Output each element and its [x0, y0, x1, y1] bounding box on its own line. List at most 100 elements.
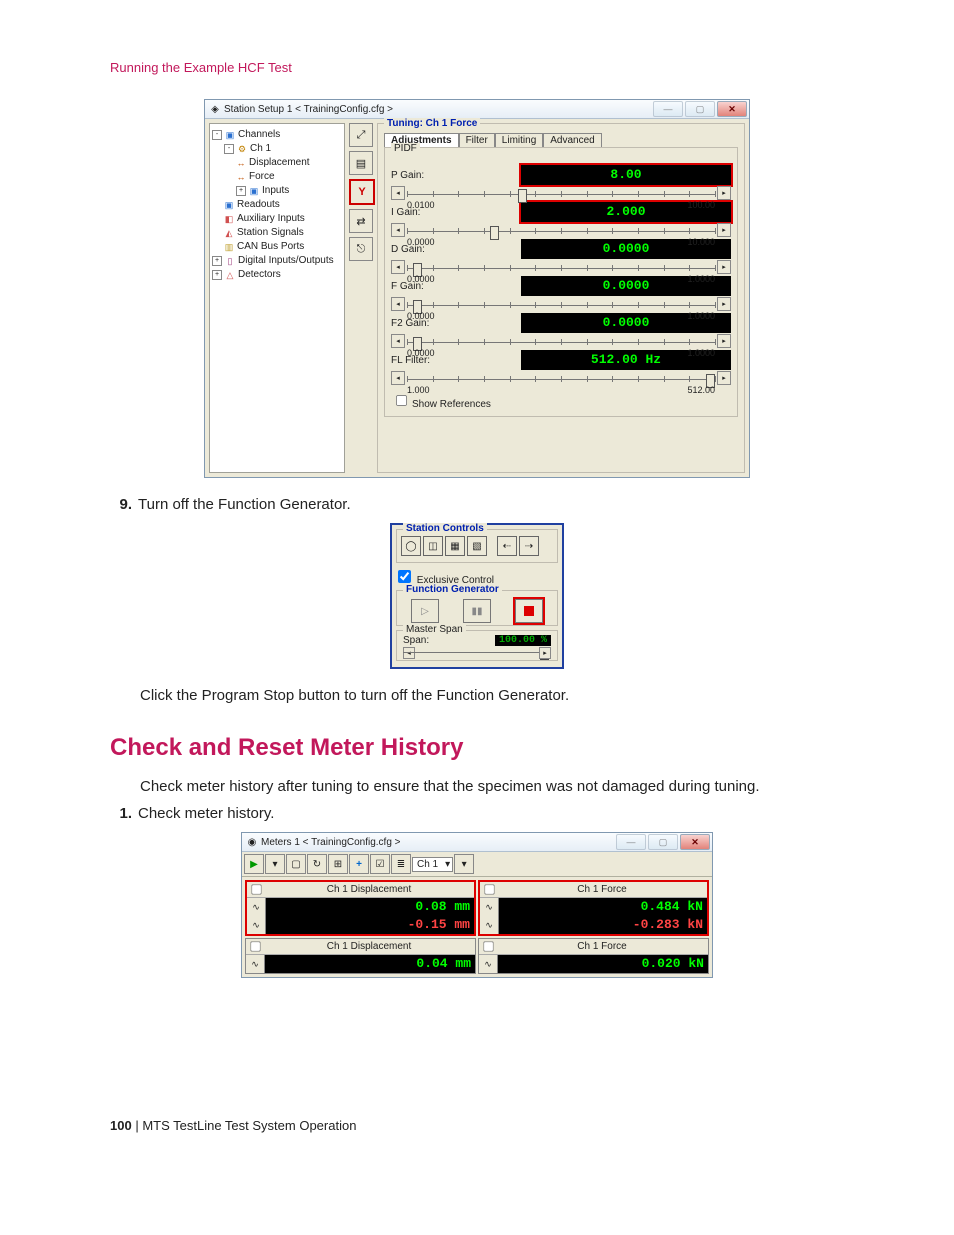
mtb-8[interactable]: ≣: [391, 854, 411, 874]
nav-tree[interactable]: -▣Channels -⚙Ch 1 ↔Displacement ↔Force +…: [209, 123, 345, 473]
tree-readouts[interactable]: Readouts: [237, 198, 280, 212]
meters-close[interactable]: ✕: [680, 834, 710, 850]
meter-disp-current: Ch 1 Displacement ∿0.04 mm: [245, 938, 476, 974]
mtb-4[interactable]: ↻: [307, 854, 327, 874]
tree-signals[interactable]: Station Signals: [237, 226, 304, 240]
window-title: Station Setup 1 < TrainingConfig.cfg >: [224, 104, 393, 115]
meter-value: 0.020 kN: [498, 955, 708, 973]
meter-value: 0.484 kN: [499, 898, 707, 916]
meter-value: 0.08 mm: [266, 898, 474, 916]
mtb-9[interactable]: ▾: [454, 854, 474, 874]
span-label: Span:: [403, 635, 429, 646]
tree-force[interactable]: Force: [249, 170, 275, 184]
step-9: 9. Turn off the Function Generator.: [110, 496, 844, 513]
meter-check[interactable]: [250, 941, 260, 951]
sc-icon-1[interactable]: ◯: [401, 536, 421, 556]
tree-detectors[interactable]: Detectors: [238, 268, 281, 282]
valley-icon[interactable]: ∿: [480, 916, 499, 934]
p-gain-slider[interactable]: ◂ 0.0100100.00 ▸: [391, 186, 731, 200]
tree-ch1[interactable]: Ch 1: [250, 142, 271, 156]
value-icon[interactable]: ∿: [246, 955, 265, 973]
show-references[interactable]: Show References: [391, 391, 731, 410]
tree-dio[interactable]: Digital Inputs/Outputs: [238, 254, 334, 268]
span-value: 100.00 %: [495, 635, 551, 646]
fg-pause-button[interactable]: ▮▮: [463, 599, 491, 623]
station-controls-title: Station Controls: [403, 523, 487, 534]
meters-window: ◉ Meters 1 < TrainingConfig.cfg > — ▢ ✕ …: [241, 832, 713, 978]
sc-icon-4[interactable]: ▧: [467, 536, 487, 556]
mtb-3[interactable]: ▢: [286, 854, 306, 874]
tree-displacement[interactable]: Displacement: [249, 156, 310, 170]
minimize-button[interactable]: —: [653, 101, 683, 117]
step-number: 1.: [110, 805, 132, 822]
meters-minimize[interactable]: —: [616, 834, 646, 850]
check-intro: Check meter history after tuning to ensu…: [140, 778, 844, 795]
mtb-7[interactable]: ☑: [370, 854, 390, 874]
app-icon: ◈: [209, 103, 221, 115]
meter-force-current: Ch 1 Force ∿0.020 kN: [478, 938, 709, 974]
meter-title: Ch 1 Displacement: [266, 941, 472, 952]
value-icon[interactable]: ∿: [479, 955, 498, 973]
meter-title: Ch 1 Displacement: [267, 884, 471, 895]
tool-1[interactable]: ⤢: [349, 123, 373, 147]
step-text: Turn off the Function Generator.: [138, 496, 351, 513]
tool-2[interactable]: ▤: [349, 151, 373, 175]
step-text: Check meter history.: [138, 805, 274, 822]
tuning-group: Tuning: Ch 1 Force Adjustments Filter Li…: [377, 123, 745, 473]
station-setup-window: ◈ Station Setup 1 < TrainingConfig.cfg >…: [204, 99, 750, 478]
span-slider[interactable]: ◂▸: [403, 646, 551, 658]
p-gain-value[interactable]: 8.00: [521, 165, 731, 185]
meter-value: -0.15 mm: [266, 916, 474, 934]
fl-gain-slider[interactable]: ◂ 1.000512.00 ▸: [391, 371, 731, 385]
page-footer: 100 | MTS TestLine Test System Operation: [110, 1118, 844, 1133]
valley-icon[interactable]: ∿: [247, 916, 266, 934]
meters-toolbar: ▶ ▾ ▢ ↻ ⊞ + ☑ ≣ Ch 1 ▾ ▾: [242, 852, 712, 877]
tool-4[interactable]: ⇄: [349, 209, 373, 233]
fg-stop-button[interactable]: [515, 599, 543, 623]
meters-title: Meters 1 < TrainingConfig.cfg >: [261, 837, 401, 848]
sc-icon-6[interactable]: ⇢: [519, 536, 539, 556]
meter-force-history: Ch 1 Force ∿0.484 kN ∿-0.283 kN: [478, 880, 709, 936]
tuning-tool[interactable]: Y: [349, 179, 375, 205]
meter-check[interactable]: [251, 884, 261, 894]
tool-column: ⤢ ▤ Y ⇄ ⎋: [345, 123, 377, 473]
station-setup-figure: ◈ Station Setup 1 < TrainingConfig.cfg >…: [110, 99, 844, 478]
channel-select[interactable]: Ch 1 ▾: [412, 857, 453, 872]
tree-inputs[interactable]: Inputs: [262, 184, 289, 198]
close-button[interactable]: ✕: [717, 101, 747, 117]
mtb-5[interactable]: ⊞: [328, 854, 348, 874]
meter-check[interactable]: [483, 941, 493, 951]
tree-aux[interactable]: Auxiliary Inputs: [237, 212, 305, 226]
mtb-6[interactable]: +: [349, 854, 369, 874]
maximize-button[interactable]: ▢: [685, 101, 715, 117]
step-number: 9.: [110, 496, 132, 513]
i-gain-slider[interactable]: ◂ 0.000010.000 ▸: [391, 223, 731, 237]
page-header: Running the Example HCF Test: [110, 60, 844, 75]
peak-icon[interactable]: ∿: [247, 898, 266, 916]
fg-title: Function Generator: [403, 584, 502, 595]
peak-icon[interactable]: ∿: [480, 898, 499, 916]
step-1: 1. Check meter history.: [110, 805, 844, 822]
tree-channels[interactable]: Channels: [238, 128, 280, 142]
meter-check[interactable]: [484, 884, 494, 894]
f2-gain-slider[interactable]: ◂ 0.00001.0000 ▸: [391, 334, 731, 348]
mtb-2[interactable]: ▾: [265, 854, 285, 874]
sc-icon-2[interactable]: ◫: [423, 536, 443, 556]
mtb-play[interactable]: ▶: [244, 854, 264, 874]
tree-canbus[interactable]: CAN Bus Ports: [237, 240, 304, 254]
meter-value: 0.04 mm: [265, 955, 475, 973]
tool-5[interactable]: ⎋: [349, 237, 373, 261]
tuning-title: Tuning: Ch 1 Force: [384, 118, 480, 129]
meters-titlebar: ◉ Meters 1 < TrainingConfig.cfg > — ▢ ✕: [242, 833, 712, 852]
sc-icon-3[interactable]: ▦: [445, 536, 465, 556]
tab-limiting[interactable]: Limiting: [495, 133, 543, 147]
sc-icon-5[interactable]: ⇠: [497, 536, 517, 556]
fg-play-button[interactable]: ▷: [411, 599, 439, 623]
section-heading: Check and Reset Meter History: [110, 734, 844, 762]
f-gain-slider[interactable]: ◂ 0.00001.0000 ▸: [391, 297, 731, 311]
meter-title: Ch 1 Force: [499, 941, 705, 952]
tab-filter[interactable]: Filter: [459, 133, 495, 147]
d-gain-slider[interactable]: ◂ 0.00001.0000 ▸: [391, 260, 731, 274]
meters-maximize[interactable]: ▢: [648, 834, 678, 850]
tab-advanced[interactable]: Advanced: [543, 133, 601, 147]
